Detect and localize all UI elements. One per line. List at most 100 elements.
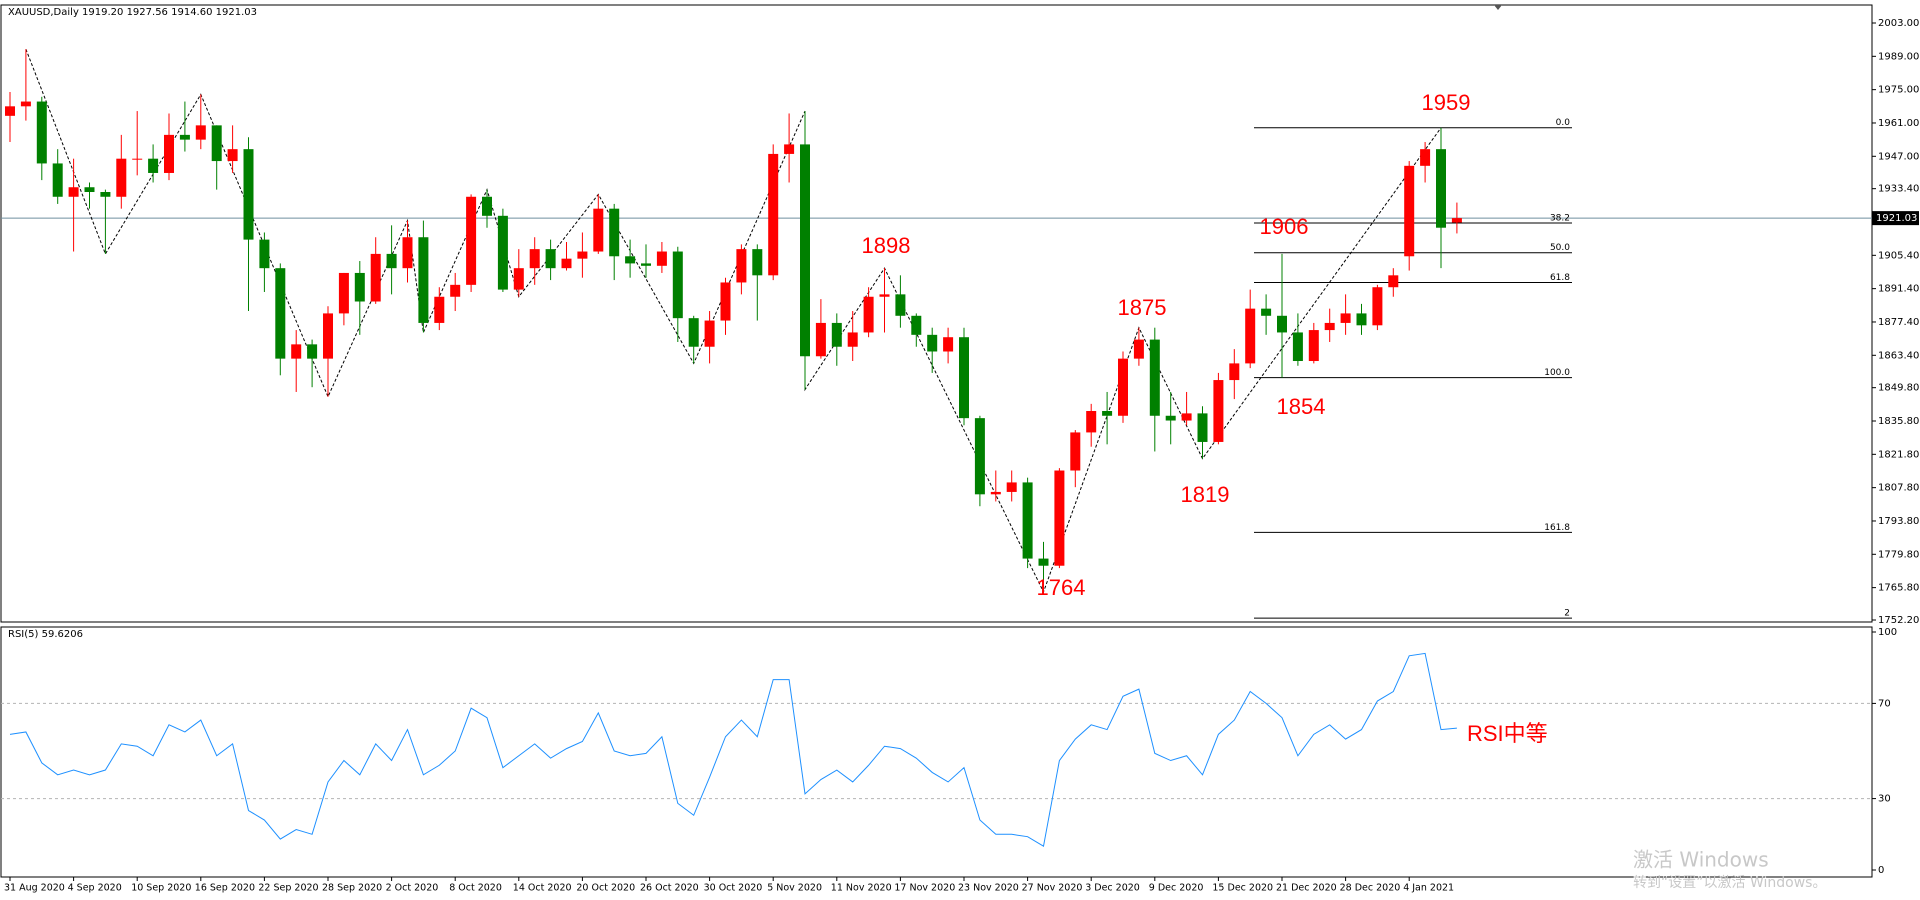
candle-body [974,418,985,495]
candle-body [1356,313,1367,326]
candle-body [450,284,461,297]
candle-body [354,272,365,302]
x-tick-label: 23 Nov 2020 [958,883,1019,894]
candle-body [1451,218,1462,223]
candle-body [1292,332,1303,362]
fib-label: 100.0 [1544,368,1570,378]
price-annotation: 1764 [1037,575,1086,600]
candle-body [895,294,906,316]
candle-body [36,101,47,164]
x-tick-label: 20 Oct 2020 [576,883,635,894]
y-tick-label: 1975.00 [1878,85,1919,96]
fib-label: 50.0 [1550,243,1570,253]
y-tick-label: 1807.80 [1878,483,1919,494]
candle-body [1308,330,1319,362]
candle-body [847,332,858,347]
chart-title: XAUUSD,Daily 1919.20 1927.56 1914.60 192… [8,7,257,18]
last-price-box [1872,211,1919,226]
candle-body [1054,470,1065,566]
y-tick-label: 2003.00 [1878,18,1919,29]
y-tick-label: 1891.40 [1878,284,1919,295]
candle-body [768,153,779,276]
price-annotation: 1819 [1181,482,1230,507]
y-tick-label: 1877.40 [1878,317,1919,328]
candle-body [672,251,683,319]
candle-body [943,337,954,352]
watermark-title: 激活 Windows [1633,848,1769,872]
x-tick-label: 10 Sep 2020 [131,883,191,894]
candle-body [116,158,127,197]
price-annotation: 1906 [1260,214,1309,239]
price-annotation: 1854 [1277,394,1326,419]
candle-body [1086,411,1097,433]
candle-body [1324,322,1335,331]
x-tick-label: 17 Nov 2020 [894,883,955,894]
x-tick-label: 16 Sep 2020 [195,883,255,894]
y-tick-label: 1835.80 [1878,416,1919,427]
x-tick-label: 28 Sep 2020 [322,883,382,894]
candle-body [418,237,429,323]
candle-body [609,208,620,257]
candle-body [84,187,95,193]
candle-body [1245,308,1256,364]
candle-body [100,192,111,197]
candle-body [1133,339,1144,359]
y-tick-label: 1752.20 [1878,615,1919,626]
candle-body [195,125,206,140]
x-tick-label: 27 Nov 2020 [1022,883,1083,894]
rsi-panel [0,626,1873,878]
candle-body [1213,380,1224,442]
candle-body [1340,313,1351,323]
candle-body [545,249,556,269]
y-tick-label: 1933.40 [1878,184,1919,195]
candle-body [1229,363,1240,381]
y-tick-label: 1905.40 [1878,250,1919,261]
candle-body [291,344,302,359]
candle-body [1038,558,1049,566]
y-tick-label: 1793.80 [1878,516,1919,527]
candle-body [784,144,795,154]
candle-body [1388,275,1399,288]
rsi-title: RSI(5) 59.6206 [8,629,83,640]
fib-label: 38.2 [1550,213,1570,223]
fib-label: 2 [1564,609,1570,619]
candle-body [52,163,63,197]
candle-body [513,268,524,290]
candle-body [641,263,651,266]
candle-body [1006,482,1017,492]
candle-body [1102,411,1113,416]
candle-body [1436,149,1446,228]
candle-body [927,334,938,352]
candle-body [815,322,826,357]
candle-body [323,313,333,359]
candle-body [307,344,318,359]
x-tick-label: 15 Dec 2020 [1212,883,1273,894]
x-tick-label: 28 Dec 2020 [1340,883,1401,894]
candle-body [1070,432,1081,471]
x-tick-label: 4 Jan 2021 [1403,883,1454,894]
x-tick-label: 31 Aug 2020 [4,883,65,894]
shift-marker [1494,5,1502,10]
x-tick-label: 9 Dec 2020 [1149,883,1204,894]
candle-body [1372,287,1383,326]
candle-body [1404,165,1415,257]
candle-body [402,237,413,269]
candle-body [863,296,874,333]
candle-body [1197,413,1208,442]
x-tick-label: 22 Sep 2020 [258,883,318,894]
candle-body [275,268,286,359]
rsi-line [9,652,1457,847]
candle-body [593,208,604,252]
y-tick-label: 1989.00 [1878,51,1919,62]
candle-body [529,249,540,269]
candle-body [752,249,763,276]
candle-body [211,125,222,162]
last-price-label: 1921.03 [1876,213,1917,224]
x-tick-label: 5 Nov 2020 [767,883,822,894]
candle-body [148,158,159,173]
price-annotation: 1898 [862,233,911,258]
candle-body [1118,358,1128,416]
rsi-tick-label: 0 [1878,865,1884,876]
